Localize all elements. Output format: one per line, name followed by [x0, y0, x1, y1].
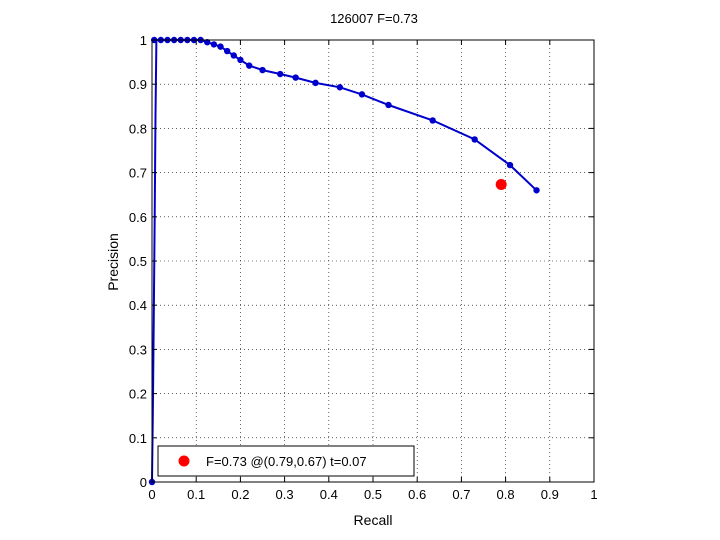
y-tick-label: 0.7: [129, 166, 147, 181]
max-f-point: [495, 179, 507, 191]
y-tick-label: 0.1: [129, 431, 147, 446]
y-axis-label: Precision: [105, 233, 121, 291]
data-point: [204, 39, 211, 46]
y-tick-label: 0.9: [129, 77, 147, 92]
x-tick-label: 0.3: [276, 487, 294, 502]
ticks: 0 0.1 0.2 0.3 0.4 0.5 0.6 0.7 0.8 0.9 1 0 0.1 0.2 0.3 0…: [129, 33, 598, 502]
x-tick-label: 0.9: [541, 487, 559, 502]
legend-text: F=0.73 @(0.79,0.67) t=0.07: [206, 454, 367, 469]
data-point: [230, 52, 237, 59]
x-tick-label: 0.1: [187, 487, 205, 502]
x-tick-label: 0: [148, 487, 155, 502]
y-tick-label: 0.8: [129, 121, 147, 136]
x-tick-label: 0.6: [408, 487, 426, 502]
x-axis-label: Recall: [354, 512, 393, 528]
data-point: [210, 41, 218, 48]
data-point: [429, 117, 436, 124]
y-tick-label: 0.3: [129, 342, 147, 357]
data-point: [385, 101, 392, 109]
data-point: [506, 161, 514, 169]
x-tick-label: 0.8: [497, 487, 515, 502]
data-point: [358, 91, 366, 98]
legend: F=0.73 @(0.79,0.67) t=0.07: [157, 445, 415, 477]
data-point: [237, 56, 244, 64]
y-tick-label: 0.2: [129, 387, 147, 402]
y-tick-label: 0: [140, 475, 147, 490]
data-point: [292, 74, 299, 81]
x-tick-label: 0.7: [452, 487, 470, 502]
chart-title: 126007 F=0.73: [330, 11, 418, 26]
data-point: [217, 43, 224, 50]
y-tick-label: 0.4: [129, 298, 147, 313]
x-tick-label: 1: [590, 487, 597, 502]
x-tick-label: 0.4: [320, 487, 338, 502]
y-tick-label: 0.5: [129, 254, 147, 269]
data-point: [312, 79, 319, 87]
data-point: [246, 62, 253, 69]
data-point: [259, 66, 266, 74]
grid: [152, 40, 594, 482]
data-point: [533, 187, 540, 194]
y-tick-label: 1: [140, 33, 147, 48]
y-tick-label: 0.6: [129, 210, 147, 225]
data-point: [471, 136, 478, 143]
legend-box: [157, 445, 415, 477]
legend-marker: [178, 455, 190, 467]
x-tick-label: 0.2: [231, 487, 249, 502]
data-point: [223, 47, 231, 55]
data-point: [276, 70, 284, 78]
data-point: [336, 84, 344, 91]
x-tick-label: 0.5: [364, 487, 382, 502]
